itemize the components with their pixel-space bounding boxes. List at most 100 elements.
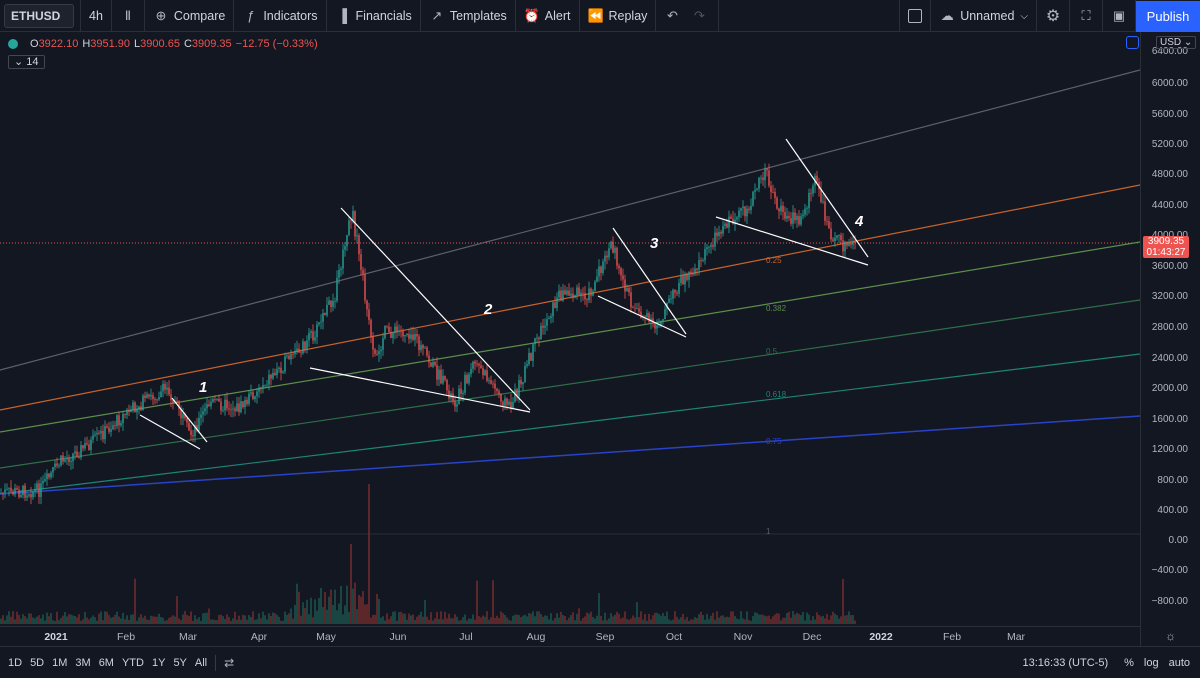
financials-button[interactable]: ▐ Financials (327, 0, 421, 32)
range-button-ytd[interactable]: YTD (121, 656, 144, 669)
candle-body (122, 413, 124, 424)
trendline[interactable] (171, 397, 208, 443)
volume-bar (114, 614, 116, 624)
candle-body (604, 255, 606, 262)
candle-body (186, 418, 188, 423)
candle-body (848, 243, 850, 246)
candle-body (296, 348, 298, 351)
snapshot-button[interactable]: ▣ (1103, 0, 1136, 32)
candle-body (460, 388, 462, 395)
date-range-icon[interactable]: ⇄ (224, 655, 235, 670)
trendline-drawings[interactable] (139, 138, 869, 450)
volume-bar (240, 619, 242, 624)
indicators-button[interactable]: ƒ Indicators (234, 0, 327, 32)
candle-body (482, 368, 484, 376)
settings-button[interactable]: ⚙ (1037, 0, 1070, 32)
candle-body (720, 231, 722, 234)
redo-button[interactable]: ↷ (689, 0, 720, 32)
undo-button[interactable]: ↶ (656, 0, 689, 32)
volume-bar (354, 582, 356, 624)
fullscreen-button[interactable]: ⛶ (1070, 0, 1103, 32)
candle-body (56, 463, 58, 466)
volume-bar (78, 614, 80, 624)
range-button-1y[interactable]: 1Y (151, 656, 166, 669)
candle-body (728, 216, 730, 228)
symbol-search[interactable]: ETHUSD (4, 3, 74, 28)
compare-button[interactable]: ⊕ Compare (145, 0, 235, 32)
range-button-1m[interactable]: 1M (52, 656, 68, 669)
range-button-6m[interactable]: 6M (98, 656, 114, 669)
candle-body (484, 370, 486, 376)
candle-body (680, 275, 682, 283)
range-button-5d[interactable]: 5D (30, 656, 45, 669)
candle-body (388, 326, 390, 332)
candle-body (26, 495, 28, 498)
templates-button[interactable]: ↗ Templates (421, 0, 516, 32)
candle-body (206, 404, 208, 409)
candle-body (828, 221, 830, 229)
range-button-3m[interactable]: 3M (75, 656, 91, 669)
candle-body (704, 249, 706, 261)
volume-bar (58, 620, 60, 624)
price-axis-label: 3600.00 (1151, 261, 1188, 272)
layout-name-label: Unnamed (960, 9, 1015, 23)
candle-body (812, 185, 814, 194)
layout-grid-button[interactable] (899, 0, 932, 32)
alert-button[interactable]: ⏰ Alert (516, 0, 580, 32)
candle-body (322, 313, 324, 322)
volume-bar (700, 611, 702, 624)
trendline[interactable] (612, 227, 687, 335)
volume-bar (668, 619, 670, 624)
volume-bar (232, 618, 234, 624)
candle-body (534, 338, 536, 345)
trendline[interactable] (597, 295, 687, 338)
bar-chart-icon: ▐ (337, 8, 348, 23)
symbol-label: ETHUSD (11, 8, 61, 23)
currency-selector[interactable]: USD ⌄ (1156, 36, 1197, 49)
replay-button[interactable]: ⏪ Replay (580, 0, 657, 32)
volume-bar (600, 615, 602, 624)
candle-body (682, 275, 684, 285)
volume-bar (336, 610, 338, 624)
volume-bar (120, 618, 122, 624)
candle-body (20, 495, 22, 497)
log-toggle[interactable]: log (1143, 657, 1159, 669)
trendline[interactable] (309, 367, 531, 413)
volume-bar (436, 611, 438, 624)
fib-channel[interactable]: 0.25 0.382 0.5 0.618 0.75 1 (0, 69, 1140, 536)
time-axis[interactable]: 2021 Feb Mar Apr May Jun Jul Aug Sep Oct Nov Dec 202… (0, 626, 1140, 646)
volume-bar (60, 617, 62, 624)
range-button-all[interactable]: All (194, 656, 208, 669)
volume-bar (292, 618, 294, 624)
publish-button[interactable]: Publish (1136, 0, 1200, 32)
volume-bar (408, 613, 410, 624)
candle-body (76, 451, 78, 458)
range-button-1d[interactable]: 1D (8, 656, 23, 669)
currency-label: USD (1160, 37, 1182, 48)
candle-body (468, 374, 470, 384)
trendline[interactable] (715, 216, 869, 266)
auto-toggle[interactable]: auto (1168, 657, 1190, 669)
percent-toggle[interactable]: % (1124, 657, 1134, 669)
chart-type-button[interactable]: Ⅱ (112, 0, 145, 32)
indicator-toggle[interactable]: ⌄ 14 (8, 55, 45, 69)
layout-name-button[interactable]: ☁ Unnamed ⌵ (931, 0, 1037, 32)
volume-bar (344, 605, 346, 624)
volume-bar (300, 615, 302, 624)
price-chart[interactable]: 0.25 0.382 0.5 0.618 0.75 1 1 2 3 4 (0, 32, 1140, 626)
auto-scale-icon[interactable] (1126, 36, 1139, 49)
price-axis[interactable]: 6400.00 6000.00 5600.00 5200.00 4800.00 4400.… (1140, 32, 1200, 646)
trendline[interactable] (785, 138, 869, 258)
candle-body (674, 289, 676, 293)
trendline[interactable] (340, 207, 531, 411)
range-button-5y[interactable]: 5Y (173, 656, 187, 669)
axis-settings-icon[interactable]: ☼ (1165, 629, 1176, 643)
volume-bar (430, 612, 432, 624)
volume-bar (776, 613, 778, 624)
trendline[interactable] (139, 414, 201, 450)
candle-body (372, 336, 374, 350)
clock[interactable]: 13:16:33 (UTC-5) (1022, 657, 1109, 669)
candle-body (406, 333, 408, 336)
volume-bar (402, 613, 404, 624)
interval-button[interactable]: 4h (80, 0, 112, 32)
